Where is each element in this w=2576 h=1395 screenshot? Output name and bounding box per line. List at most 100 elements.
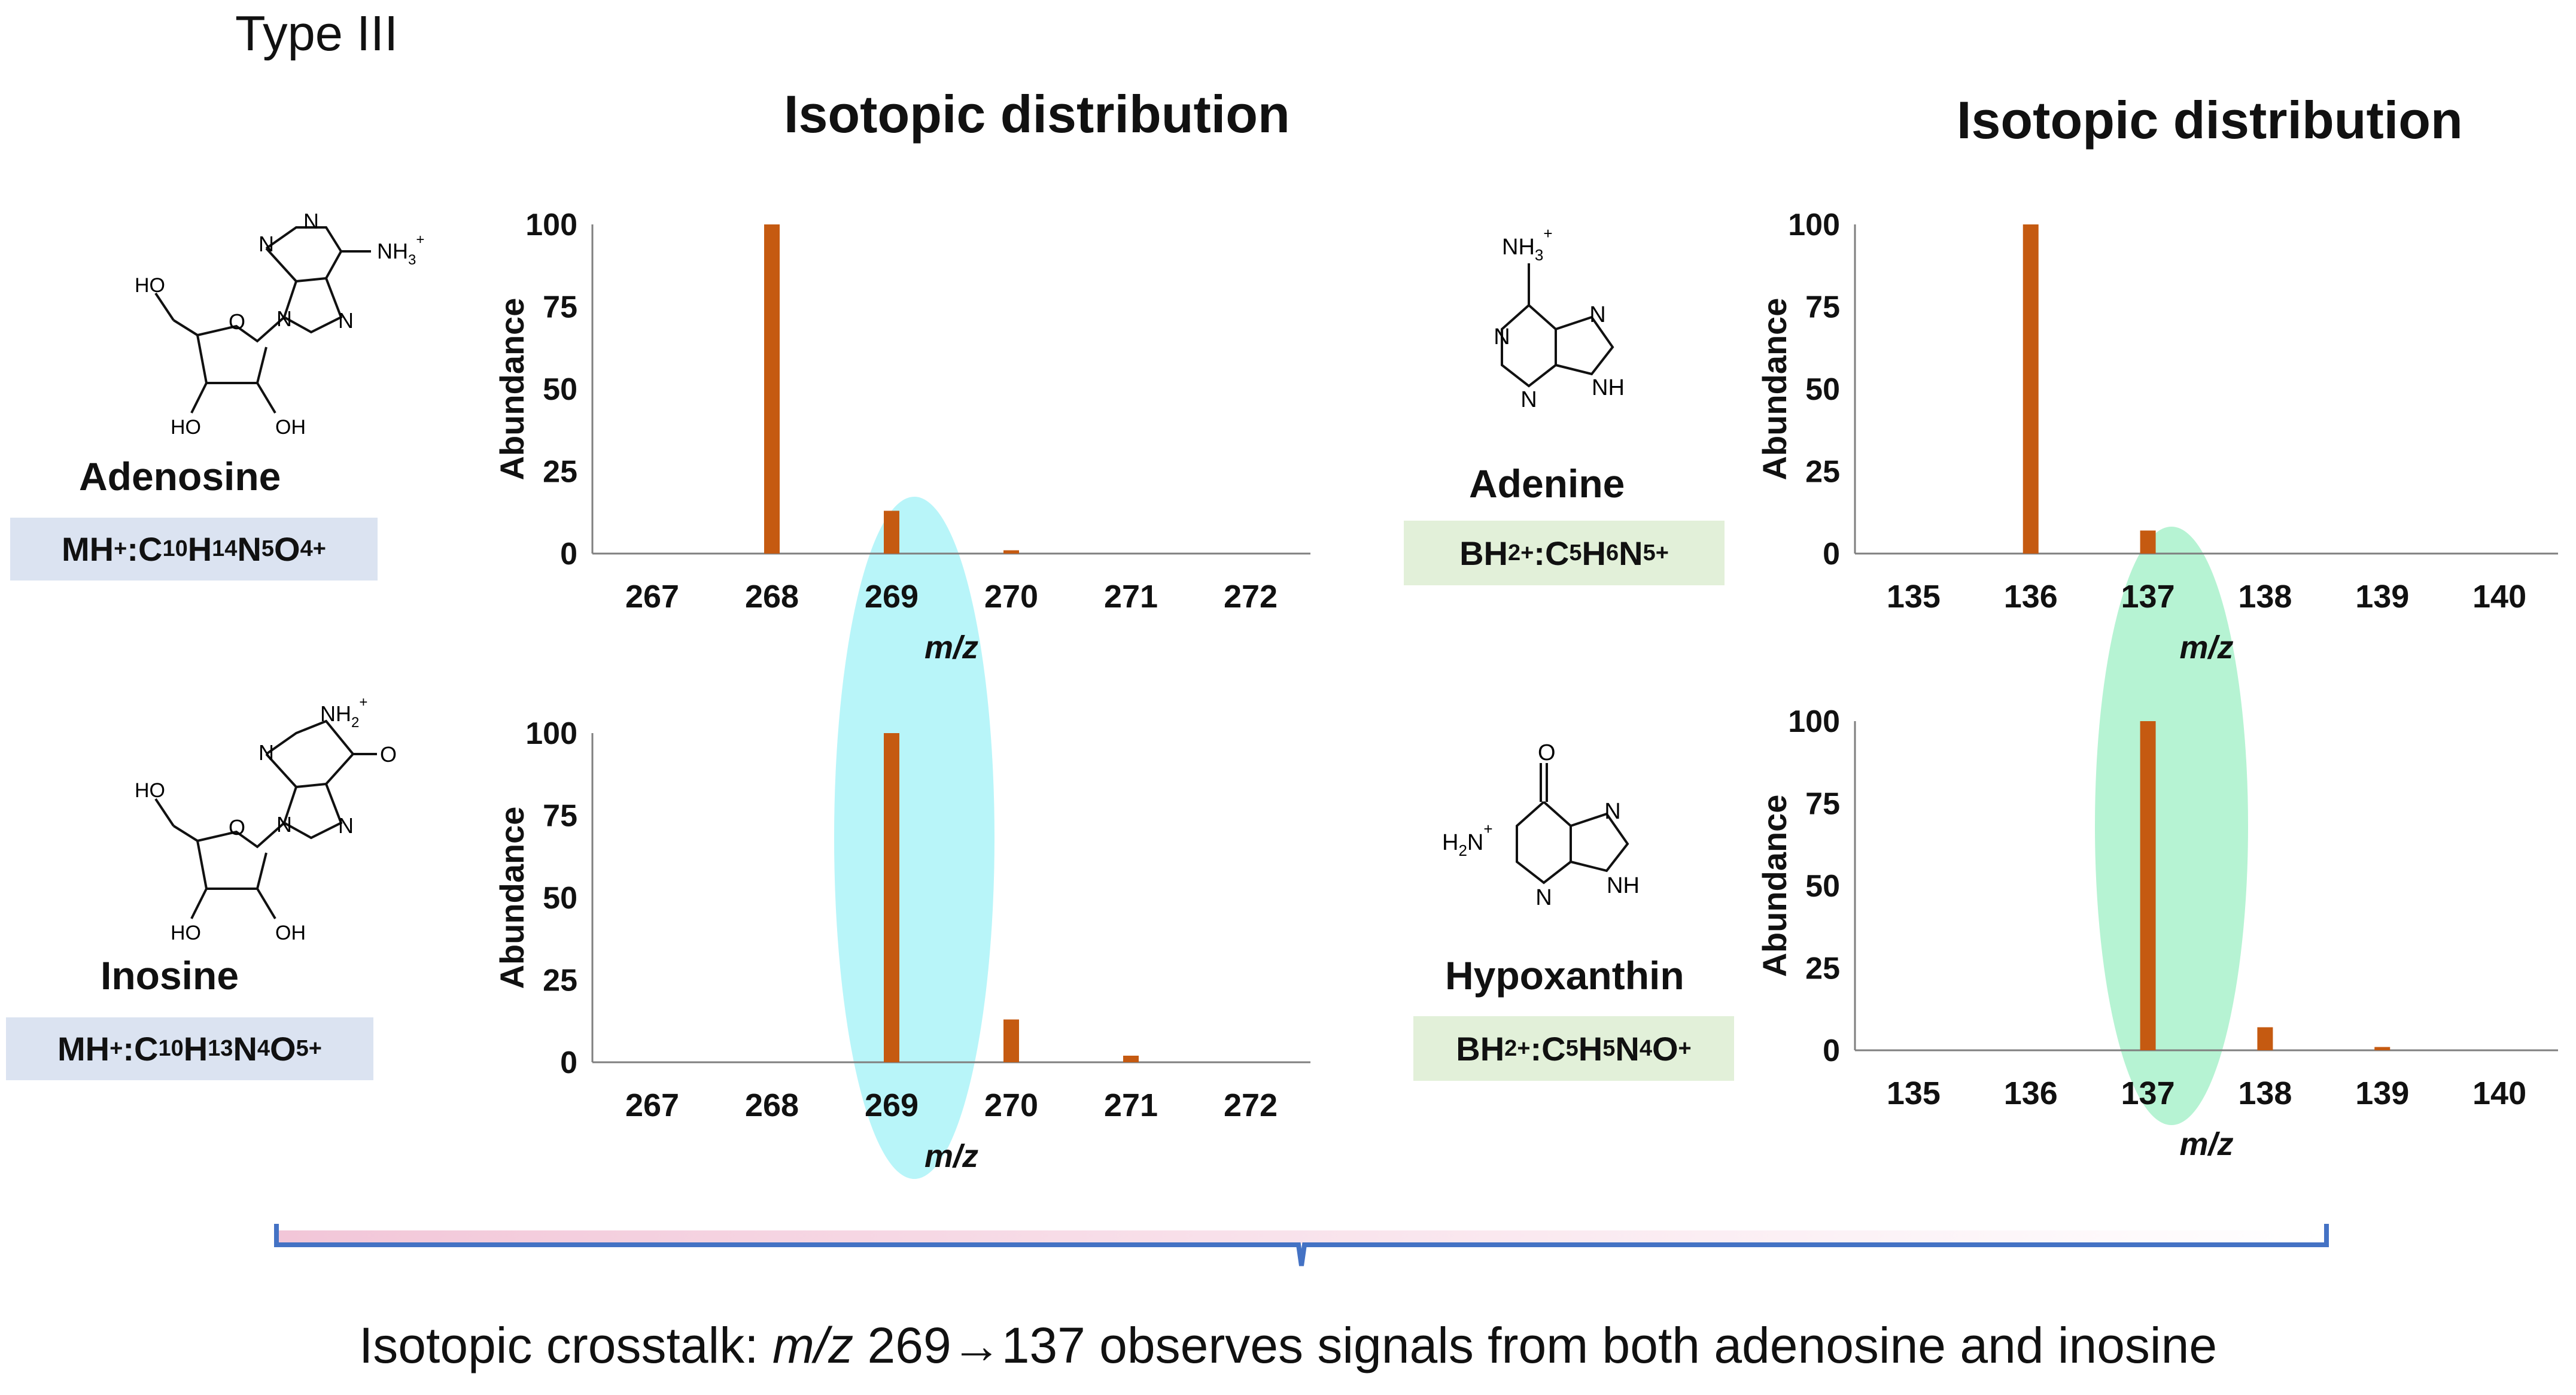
x-tick-label: 267	[625, 579, 679, 615]
y-tick-label: 0	[1823, 537, 1840, 572]
formula-element: N	[1615, 1029, 1640, 1068]
formula-sup: +	[110, 1036, 123, 1061]
formula-sup: +	[1520, 540, 1534, 566]
formula-element: H	[1582, 534, 1606, 572]
formula-element: H	[1578, 1029, 1603, 1068]
y-tick-label: 25	[1805, 455, 1840, 490]
atom-label: H2N+	[1442, 820, 1493, 859]
column-title-right: Isotopic distribution	[1957, 90, 2463, 150]
formula-box-adenosine: MH + : C 10 H 14 N 5 O 4 +	[10, 518, 378, 581]
formula-ion: BH	[1459, 534, 1508, 572]
formula-sub: 4	[300, 536, 313, 561]
x-tick-label: 135	[1887, 1075, 1941, 1111]
formula-sub: 13	[208, 1036, 233, 1061]
x-tick-label: 137	[2121, 579, 2175, 615]
atom-label: O	[380, 742, 397, 767]
atom-label: N	[1535, 885, 1552, 910]
adenosine-structure: N N N N O NH3+ HO HO OH	[135, 209, 424, 439]
atom-label: N	[338, 813, 354, 838]
x-tick-label: 269	[865, 579, 919, 615]
atom-label: O	[229, 815, 245, 840]
y-tick-label: 0	[560, 1046, 577, 1080]
x-tick-label: 136	[2004, 579, 2058, 615]
y-tick-label: 75	[1805, 787, 1840, 822]
bar-137	[2140, 721, 2156, 1050]
formula-charge: +	[308, 1036, 322, 1061]
y-tick-label: 0	[1823, 1034, 1840, 1068]
bar-269	[884, 510, 899, 554]
formula-sub: 10	[158, 1036, 184, 1061]
formula-separator: :	[123, 1030, 134, 1068]
formula-element: N	[237, 530, 261, 568]
formula-charge: +	[1655, 540, 1669, 566]
y-axis-label: Abundance	[493, 298, 531, 481]
molecule-name-hypoxanthin: Hypoxanthin	[1445, 953, 1684, 998]
formula-element: N	[1619, 534, 1643, 572]
atom-label: NH	[1592, 375, 1625, 400]
formula-sup: +	[114, 536, 127, 561]
formula-sub: 5	[1602, 1035, 1616, 1061]
y-axis-label: Abundance	[493, 807, 531, 989]
x-tick-label: 268	[745, 579, 799, 615]
formula-element: H	[187, 530, 212, 568]
chart-hypoxanthin-isotopic: 0 25 50 75 100 135 136 137 138 139 140 m/z Abundance	[1756, 704, 2558, 1162]
formula-element: H	[183, 1030, 208, 1068]
bar-271	[1123, 1056, 1139, 1062]
atom-label: O	[1538, 740, 1556, 765]
formula-box-inosine: MH + : C 10 H 13 N 4 O 5 +	[6, 1017, 373, 1080]
x-tick-label: 136	[2004, 1075, 2058, 1111]
atom-label: NH	[1607, 873, 1640, 898]
y-tick-label: 0	[560, 537, 577, 572]
x-axis-label: m/z	[924, 1138, 978, 1174]
x-tick-label: 271	[1104, 1087, 1158, 1123]
atom-label: N	[1494, 324, 1510, 349]
y-tick-label: 75	[543, 290, 577, 325]
x-tick-label: 135	[1887, 579, 1941, 615]
highlight-ellipse-137	[2095, 527, 2248, 1125]
x-tick-label: 269	[865, 1087, 919, 1123]
x-axis-label: m/z	[2179, 1126, 2233, 1162]
formula-separator: :	[1530, 1029, 1542, 1068]
highlight-ellipse-269	[834, 497, 994, 1179]
y-tick-label: 50	[543, 372, 577, 407]
formula-element: N	[233, 1030, 257, 1068]
atom-label: NH2+	[320, 694, 367, 731]
formula-element: C	[133, 1030, 159, 1068]
formula-box-hypoxanthin: BH 2 + : C 5 H 5 N 4 O +	[1413, 1016, 1734, 1081]
formula-box-adenine: BH 2 + : C 5 H 6 N 5 +	[1404, 521, 1725, 585]
y-axis-label: Abundance	[1756, 795, 1793, 977]
bar-139	[2374, 1047, 2391, 1050]
x-tick-label: 267	[625, 1087, 679, 1123]
bar-138	[2257, 1027, 2273, 1050]
bar-270	[1003, 1019, 1019, 1062]
formula-sub: 14	[212, 536, 238, 561]
molecule-name-adenine: Adenine	[1469, 461, 1625, 506]
formula-sub: 5	[1565, 1035, 1579, 1061]
x-tick-label: 138	[2238, 1075, 2292, 1111]
atom-label: N	[258, 232, 274, 256]
y-tick-label: 25	[1805, 952, 1840, 986]
y-tick-label: 50	[543, 881, 577, 916]
formula-sub: 5	[1643, 540, 1656, 566]
atom-label: HO	[171, 416, 201, 439]
y-tick-label: 100	[1788, 704, 1840, 739]
atom-label: O	[229, 309, 245, 334]
y-tick-label: 75	[543, 799, 577, 834]
formula-ion: BH	[1456, 1029, 1505, 1068]
group-brace	[274, 1224, 2329, 1266]
atom-label: N	[1520, 387, 1537, 412]
atom-label: N	[303, 209, 319, 233]
x-tick-label: 271	[1104, 579, 1158, 615]
footer-caption: Isotopic crosstalk: m/z 269→137 observes…	[358, 1317, 2218, 1373]
y-tick-label: 75	[1805, 290, 1840, 325]
x-tick-label: 272	[1224, 1087, 1278, 1123]
y-tick-label: 50	[1805, 372, 1840, 407]
formula-element: C	[1541, 1029, 1566, 1068]
atom-label: HO	[135, 779, 165, 802]
atom-label: OH	[275, 922, 306, 944]
formula-sub: 5	[261, 536, 275, 561]
x-tick-label: 138	[2238, 579, 2292, 615]
bar-270	[1003, 550, 1019, 554]
y-axis-label: Abundance	[1756, 298, 1793, 481]
